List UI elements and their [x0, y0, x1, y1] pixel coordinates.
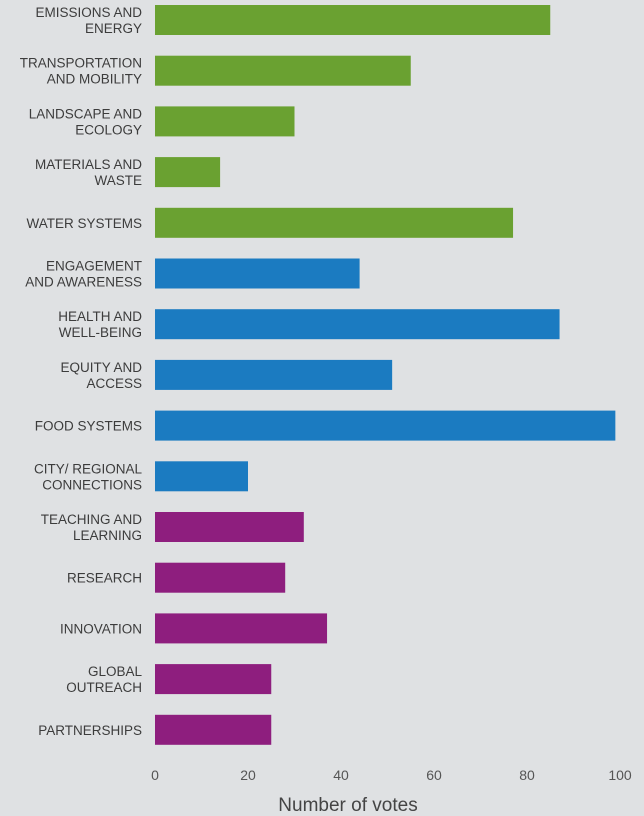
x-tick-label: 20	[240, 767, 256, 783]
category-label: PARTNERSHIPS	[38, 723, 142, 738]
bar	[155, 613, 328, 644]
category-label-line: EMISSIONS AND	[35, 5, 142, 20]
category-label-line: EQUITY AND	[60, 360, 142, 375]
category-label: GLOBAL OUTREACH	[66, 664, 142, 695]
category-label-line: MATERIALS AND	[35, 157, 142, 172]
bar	[155, 106, 295, 137]
category-label-line: LANDSCAPE AND	[29, 106, 143, 121]
category-label-line: PARTNERSHIPS	[38, 723, 142, 738]
x-tick-label: 80	[519, 767, 535, 783]
category-label-line: ENERGY	[85, 21, 142, 36]
x-tick-label: 0	[151, 767, 159, 783]
category-label-line: RESEARCH	[67, 571, 142, 586]
category-label-line: LEARNING	[73, 528, 142, 543]
category-label-line: TEACHING AND	[41, 512, 143, 527]
category-label-line: FOOD SYSTEMS	[35, 419, 142, 434]
bar	[155, 664, 272, 695]
category-label: FOOD SYSTEMS	[35, 419, 142, 434]
bar	[155, 258, 360, 289]
x-tick-label: 100	[608, 767, 632, 783]
category-label-line: HEALTH AND	[58, 309, 142, 324]
category-label: TEACHING AND LEARNING	[41, 512, 143, 543]
category-label: RESEARCH	[67, 571, 142, 586]
bar	[155, 461, 248, 492]
bar	[155, 562, 286, 593]
category-label-line: AND MOBILITY	[47, 72, 142, 87]
x-tick-label: 40	[333, 767, 349, 783]
category-label: MATERIALS AND WASTE	[35, 157, 142, 188]
bar	[155, 410, 616, 441]
category-label-line: WATER SYSTEMS	[26, 216, 142, 231]
bar	[155, 309, 560, 340]
category-label-line: AND AWARENESS	[25, 275, 142, 290]
category-label: INNOVATION	[60, 621, 142, 636]
category-label: EQUITY AND ACCESS	[60, 360, 142, 391]
category-label: TRANSPORTATION AND MOBILITY	[20, 56, 142, 87]
category-label-line: ENGAGEMENT	[46, 259, 142, 274]
x-axis-ticks: 0 20 40 60 80 100	[151, 767, 632, 783]
bar	[155, 55, 411, 86]
category-label-line: INNOVATION	[60, 621, 142, 636]
bar	[155, 714, 272, 745]
category-label: LANDSCAPE AND ECOLOGY	[29, 106, 143, 137]
category-label-line: CONNECTIONS	[42, 477, 142, 492]
category-label: CITY/ REGIONAL CONNECTIONS	[34, 461, 143, 492]
x-tick-label: 60	[426, 767, 442, 783]
bar	[155, 5, 551, 35]
category-label-line: WASTE	[94, 173, 142, 188]
bar	[155, 207, 514, 238]
category-label: ENGAGEMENT AND AWARENESS	[25, 259, 142, 290]
category-label-line: CITY/ REGIONAL	[34, 461, 143, 476]
bar	[155, 512, 304, 542]
category-label-line: GLOBAL	[88, 664, 143, 679]
bar	[155, 359, 393, 390]
x-axis-title: Number of votes	[278, 795, 417, 816]
bars-group	[155, 5, 616, 745]
bar	[155, 157, 221, 188]
category-label-line: WELL-BEING	[59, 325, 142, 340]
category-label-line: TRANSPORTATION	[20, 56, 142, 71]
category-label: HEALTH AND WELL-BEING	[58, 309, 142, 340]
category-label: WATER SYSTEMS	[26, 216, 142, 231]
category-label: EMISSIONS AND ENERGY	[35, 5, 142, 36]
category-label-line: ECOLOGY	[75, 122, 142, 137]
category-label-line: ACCESS	[86, 376, 142, 391]
category-label-line: OUTREACH	[66, 680, 142, 695]
category-labels: EMISSIONS AND ENERGY TRANSPORTATION AND MOB…	[20, 5, 143, 738]
